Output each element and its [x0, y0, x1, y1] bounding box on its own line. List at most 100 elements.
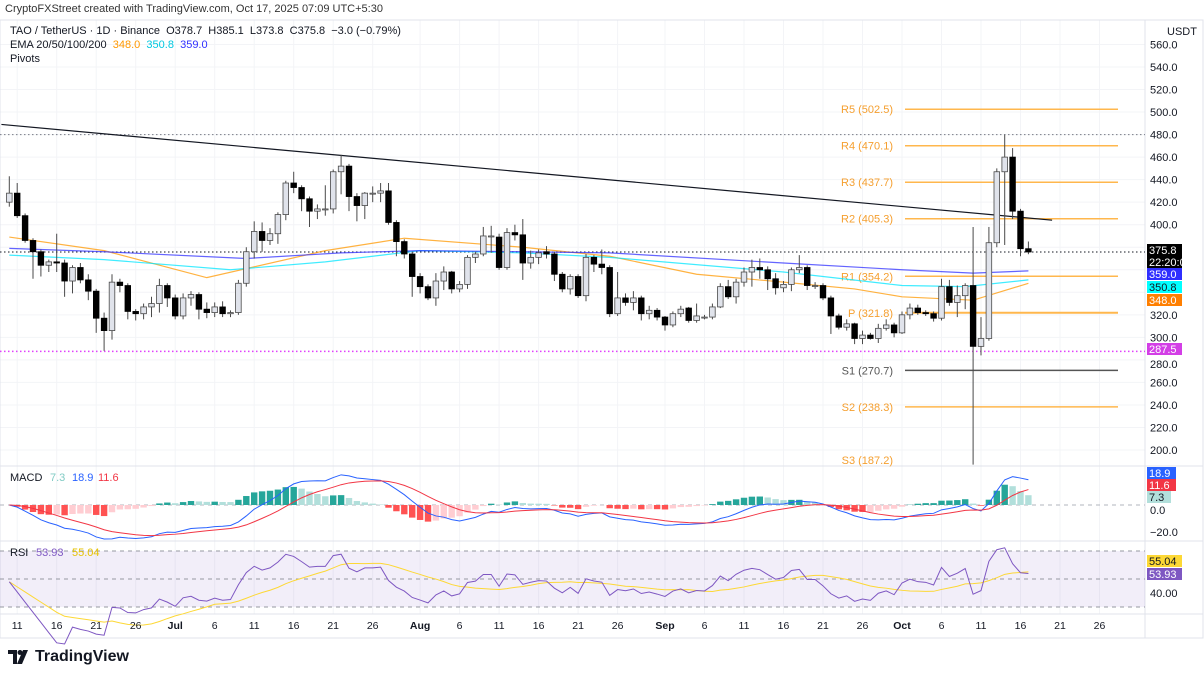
price-axis[interactable]: 560.0 540.0 520.0 500.0 480.0 460.0 440.0 420.0…: [1147, 39, 1192, 600]
candle: [140, 303, 147, 320]
candle-body-down: [203, 308, 210, 313]
macd-histogram-bar: [61, 505, 68, 516]
candle-body-down: [969, 285, 977, 347]
macd-histogram-bar: [582, 505, 590, 507]
macd-histogram-bar: [875, 505, 882, 511]
candle: [906, 303, 914, 320]
macd-histogram-bar: [977, 505, 985, 506]
pivot-label: S2 (238.3): [842, 402, 893, 414]
macd-histogram-bar: [353, 501, 361, 505]
macd-histogram-bar: [827, 505, 835, 507]
candle-body-down: [890, 324, 898, 334]
candle: [456, 281, 463, 293]
candle: [875, 323, 882, 343]
candle: [851, 322, 858, 345]
pivot-label: R3 (437.7): [841, 177, 893, 189]
legend-pivots-row[interactable]: Pivots: [10, 53, 40, 65]
macd-histogram-bar: [883, 505, 890, 510]
candle: [377, 183, 384, 203]
legend-symbol-row[interactable]: TAO / TetherUS · 1D · Binance O378.7 H38…: [10, 25, 401, 38]
candle-body-up: [567, 276, 574, 290]
candle: [606, 265, 613, 318]
candle: [250, 221, 258, 259]
candle-body-up: [432, 280, 440, 299]
candle-body-down: [219, 306, 226, 315]
candle: [211, 302, 218, 318]
macd-histogram-bar: [685, 505, 692, 507]
candle-body-up: [748, 267, 756, 273]
candle: [306, 196, 313, 227]
macd-histogram-bar: [488, 503, 495, 505]
candle-body-down: [764, 269, 771, 280]
candle-body-up: [732, 281, 740, 298]
attribution: CryptoFXStreet created with TradingView.…: [5, 3, 383, 15]
candle: [61, 259, 68, 297]
macd-histogram-bar: [21, 505, 29, 510]
candle: [487, 225, 495, 253]
candle: [938, 278, 945, 321]
candle: [811, 282, 819, 289]
macd-histogram-bar: [969, 503, 977, 505]
candle: [448, 270, 455, 294]
candle-body-down: [867, 334, 874, 339]
candle: [559, 272, 566, 293]
legend-ema-row[interactable]: EMA 20/50/100/200 348.0 350.8 359.0: [10, 39, 208, 52]
candle-body-up: [527, 256, 534, 264]
macd-histogram-bar: [219, 501, 226, 505]
price-label-text: 359.0: [1149, 269, 1177, 281]
macd-pane: [0, 474, 1145, 540]
candle: [6, 176, 13, 207]
candle-body-down: [606, 267, 613, 315]
macd-histogram-bar: [922, 503, 929, 505]
candle: [148, 296, 155, 318]
candle: [1017, 208, 1024, 257]
candle: [187, 291, 195, 306]
macd-histogram-bar: [606, 505, 613, 509]
candle: [274, 212, 282, 244]
candle-body-down: [424, 286, 432, 299]
candle-body-up: [179, 297, 187, 317]
candle: [93, 288, 100, 333]
candle-body-up: [456, 284, 463, 290]
macd-histogram-bar: [345, 497, 353, 505]
candle-body-up: [962, 285, 969, 297]
time-tick-label: 11: [12, 620, 23, 632]
macd-histogram-bar: [574, 505, 582, 510]
candle-body-down: [1009, 156, 1016, 212]
candle: [495, 233, 503, 270]
time-axis[interactable]: 11 16 21 26 Jul 6 11 16 21 26 Aug 6 11 16 21 26 Sep 6 11 16…: [12, 620, 1106, 632]
macd-tick: −20.0: [1150, 527, 1178, 539]
macd-histogram-bar: [804, 501, 811, 505]
macd-histogram-bar: [567, 505, 574, 508]
candle: [480, 226, 487, 257]
candle: [622, 293, 629, 306]
candle-body-down: [819, 285, 827, 299]
price-tick-label: 220.0: [1150, 422, 1178, 434]
candle: [890, 322, 898, 338]
candle: [764, 266, 771, 291]
macd-histogram-bar: [867, 505, 874, 512]
macd-histogram-bar: [993, 490, 1000, 505]
macd-histogram-bar: [85, 505, 92, 514]
candle: [677, 305, 684, 318]
candle-body-up: [235, 282, 242, 313]
candle: [21, 213, 29, 243]
candle: [543, 246, 550, 259]
tradingview-logo[interactable]: TradingView: [8, 648, 129, 666]
candle: [314, 204, 321, 220]
macd-histogram-bar: [1025, 495, 1032, 505]
macd-histogram-bar: [559, 505, 566, 508]
candle: [85, 274, 92, 301]
candle-body-up: [337, 165, 345, 173]
trendline[interactable]: [1, 123, 1053, 221]
candle: [914, 304, 921, 315]
candle: [337, 154, 345, 195]
rsi-value-box: [1147, 568, 1182, 580]
time-tick-label: 6: [212, 620, 218, 632]
candle: [661, 315, 669, 331]
candle: [883, 319, 890, 331]
candle: [503, 228, 511, 270]
macd-histogram-bar: [195, 501, 203, 505]
candle-body-down: [195, 294, 203, 310]
